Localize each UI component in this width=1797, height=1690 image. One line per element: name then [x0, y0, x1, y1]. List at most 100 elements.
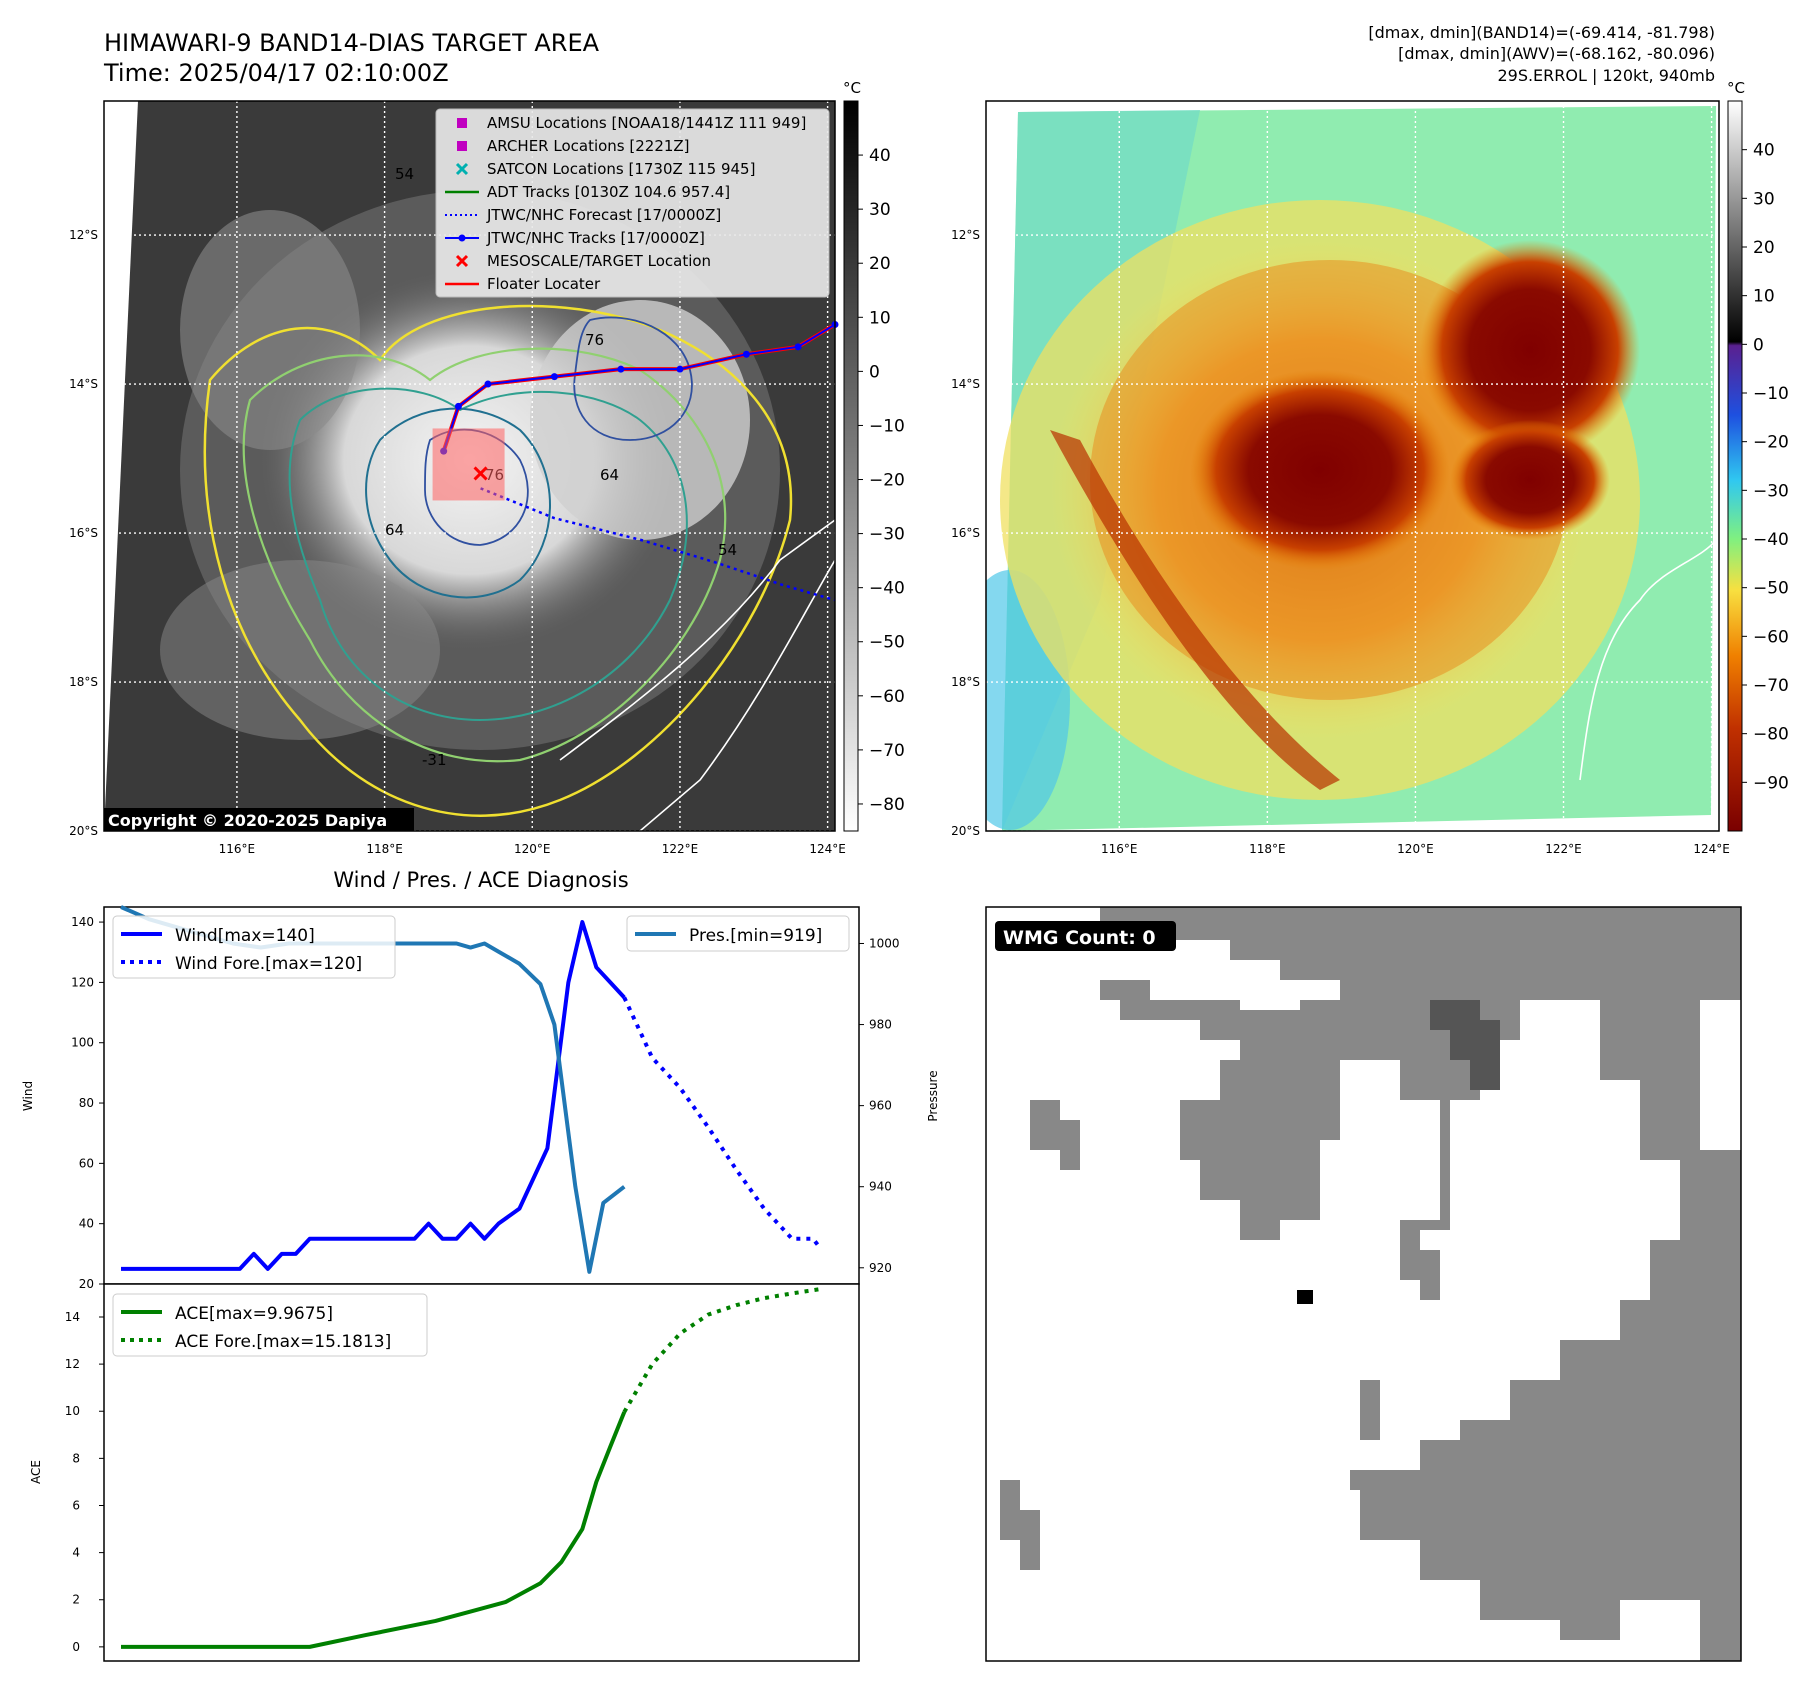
legend-wind: Wind[max=140] [175, 926, 315, 946]
legend-swatch [455, 254, 469, 268]
contour-outer [203, 304, 793, 817]
legend-label: Floater Locater [487, 275, 601, 293]
wind-line [121, 920, 626, 1271]
enh-colorbar-unit: °C [1727, 79, 1745, 97]
wmg-center-pixel [1297, 1290, 1313, 1304]
legend-pressure: Pres.[min=919] [689, 926, 822, 946]
lon-tick-label: 120°E [1397, 842, 1434, 856]
colorbar-tick-label: 20 [1753, 238, 1775, 258]
wmg-panel: WMG Count: 0 [985, 906, 1742, 1662]
legend-item: JTWC/NHC Forecast [17/0000Z] [445, 206, 721, 224]
legend-swatch-dot [458, 234, 466, 242]
colorbar-tick-label: 0 [869, 362, 880, 382]
lat-tick-label: 12°S [951, 228, 980, 242]
contour-label: 54 [395, 165, 414, 183]
legend-ace: ACE[max=9.9675] [175, 1304, 333, 1324]
legend-label: AMSU Locations [NOAA18/1441Z 111 949] [487, 114, 806, 132]
colorbar-tick-label: 0 [1753, 335, 1764, 355]
ir-lon-ticks: 116°E 118°E 120°E 122°E 124°E [219, 842, 846, 856]
track-point [794, 343, 802, 351]
ace-tick-label: 14 [65, 1310, 80, 1324]
wind-ylabel: Wind [21, 1081, 35, 1111]
lon-tick-label: 120°E [514, 842, 551, 856]
ace-panel: 0 2 4 6 8 10 12 14 ACE ACE[max=9.9675] ACE Fore… [29, 1283, 860, 1662]
pressure-tick-label: 980 [869, 1018, 892, 1032]
contour-label: 76 [585, 331, 604, 349]
enh-lat-ticks: 12°S 14°S 16°S 18°S 20°S [951, 228, 980, 838]
pressure-legend: Pres.[min=919] [626, 915, 850, 952]
ir-legend: AMSU Locations [NOAA18/1441Z 111 949] ARC… [435, 108, 830, 298]
contour-label: 64 [600, 466, 619, 484]
lon-tick-label: 122°E [662, 842, 699, 856]
ir-colorbar [843, 100, 859, 832]
lat-tick-label: 14°S [951, 377, 980, 391]
colorbar-tick-label: −40 [869, 579, 905, 599]
lat-tick-label: 16°S [951, 526, 980, 540]
wind-tick-label: 40 [79, 1217, 94, 1231]
pressure-tick-label: 940 [869, 1180, 892, 1194]
colorbar-tick-label: 10 [1753, 287, 1775, 307]
wmg-frame [985, 906, 1742, 1662]
colorbar-tick-label: 30 [1753, 189, 1775, 209]
legend-item: SATCON Locations [1730Z 115 945] [455, 160, 755, 178]
lon-tick-label: 118°E [1249, 842, 1286, 856]
colorbar-tick-label: −50 [1753, 579, 1789, 599]
info-band14: [dmax, dmin](BAND14)=(-69.414, -81.798) [1368, 23, 1715, 42]
lat-tick-label: 18°S [951, 675, 980, 689]
wmg-count-label: WMG Count: 0 [1003, 927, 1156, 949]
ace-legend: ACE[max=9.9675] ACE Fore.[max=15.1813] [112, 1293, 428, 1357]
info-awv: [dmax, dmin](AWV)=(-68.162, -80.096) [1398, 44, 1715, 63]
legend-label: ADT Tracks [0130Z 104.6 957.4] [487, 183, 730, 201]
page-subtitle: Time: 2025/04/17 02:10:00Z [103, 59, 449, 87]
legend-item: MESOSCALE/TARGET Location [455, 252, 711, 270]
enhanced-map: 116°E 118°E 120°E 122°E 124°E 12°S 14°S 16°S 18… [951, 79, 1789, 856]
legend-box [112, 1293, 428, 1357]
colorbar-tick-label: −20 [869, 471, 905, 491]
legend-label: JTWC/NHC Tracks [17/0000Z] [486, 229, 705, 247]
ace-ylabel: ACE [29, 1460, 43, 1484]
wind-tick-label: 20 [79, 1277, 94, 1291]
legend-box [112, 915, 396, 979]
legend-swatch [457, 118, 467, 128]
colorbar-tick-label: −90 [1753, 773, 1789, 793]
ace-line [121, 1411, 627, 1649]
ir-lat-ticks: 12°S 14°S 16°S 18°S 20°S [69, 228, 98, 838]
contour-label: 64 [385, 521, 404, 539]
colorbar-tick-label: −30 [869, 525, 905, 545]
enh-coastline [1579, 539, 1717, 781]
colorbar-tick-label: −80 [869, 795, 905, 815]
ace-tick-label: 2 [72, 1593, 80, 1607]
target-box [432, 428, 505, 501]
lon-tick-label: 116°E [1101, 842, 1138, 856]
legend-label: SATCON Locations [1730Z 115 945] [487, 160, 755, 178]
ace-tick-label: 12 [65, 1357, 80, 1371]
lat-tick-label: 14°S [69, 377, 98, 391]
colorbar-tick-label: 10 [869, 308, 891, 328]
lon-tick-label: 116°E [219, 842, 256, 856]
page-title: HIMAWARI-9 BAND14-DIAS TARGET AREA [104, 29, 600, 57]
colorbar-tick-label: 30 [869, 200, 891, 220]
lon-tick-label: 118°E [366, 842, 403, 856]
wind-tick-label: 80 [79, 1096, 94, 1110]
legend-item: ADT Tracks [0130Z 104.6 957.4] [445, 183, 730, 201]
lon-tick-label: 124°E [809, 842, 846, 856]
enh-colorbar [1727, 100, 1743, 832]
lat-tick-label: 18°S [69, 675, 98, 689]
ir-map-frame [103, 100, 836, 832]
wind-tick-label: 100 [71, 1036, 94, 1050]
legend-item: Floater Locater [445, 275, 601, 293]
enh-colorbar-ticks: 40 30 20 10 0 −10 −20 −30 −40 −50 −60 −70 −80 −90 [1742, 141, 1789, 793]
target-marker [473, 466, 488, 481]
coastline [559, 519, 835, 831]
ace-forecast-line [622, 1287, 821, 1414]
copyright-text: Copyright © 2020-2025 Dapiya [108, 811, 387, 830]
colorbar-tick-label: 40 [1753, 141, 1775, 161]
wind-tick-label: 120 [71, 975, 94, 989]
legend-box [626, 915, 850, 952]
wmg-badge: WMG Count: 0 [995, 921, 1176, 951]
ace-tick-label: 8 [72, 1451, 80, 1465]
contour-label: -31 [422, 751, 447, 769]
legend-swatch [457, 141, 467, 151]
pressure-tick-label: 920 [869, 1261, 892, 1275]
ir-colorbar-unit: °C [843, 79, 861, 97]
